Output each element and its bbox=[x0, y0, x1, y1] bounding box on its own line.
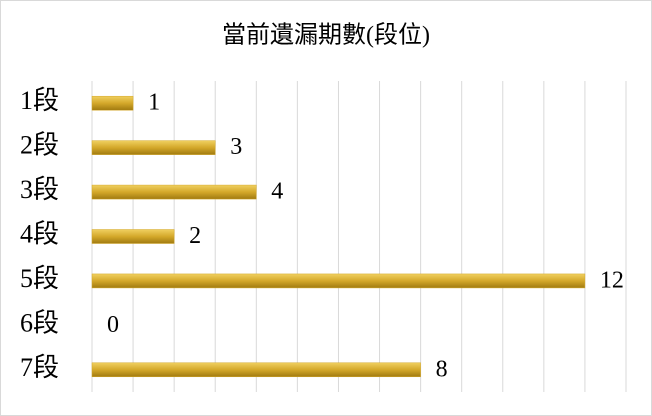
y-tick-label: 7段 bbox=[20, 353, 59, 382]
bar bbox=[91, 140, 216, 155]
y-tick-label: 2段 bbox=[20, 131, 59, 160]
value-label: 4 bbox=[271, 179, 283, 205]
value-label: 3 bbox=[230, 134, 242, 160]
y-tick-label: 4段 bbox=[20, 219, 59, 248]
value-label: 12 bbox=[600, 267, 624, 293]
chart-title: 當前遺漏期數(段位) bbox=[222, 22, 430, 49]
bar bbox=[91, 273, 586, 289]
bar bbox=[91, 362, 421, 378]
bar bbox=[91, 95, 134, 111]
value-label: 8 bbox=[436, 356, 448, 382]
bar bbox=[91, 184, 257, 200]
y-tick-label: 1段 bbox=[20, 86, 59, 115]
bar bbox=[91, 229, 175, 244]
y-tick-label: 5段 bbox=[20, 264, 59, 293]
value-label: 1 bbox=[148, 90, 160, 116]
y-tick-label: 3段 bbox=[20, 175, 59, 204]
y-tick-label: 6段 bbox=[20, 308, 59, 337]
value-label: 2 bbox=[189, 223, 201, 249]
value-label: 0 bbox=[107, 312, 119, 338]
